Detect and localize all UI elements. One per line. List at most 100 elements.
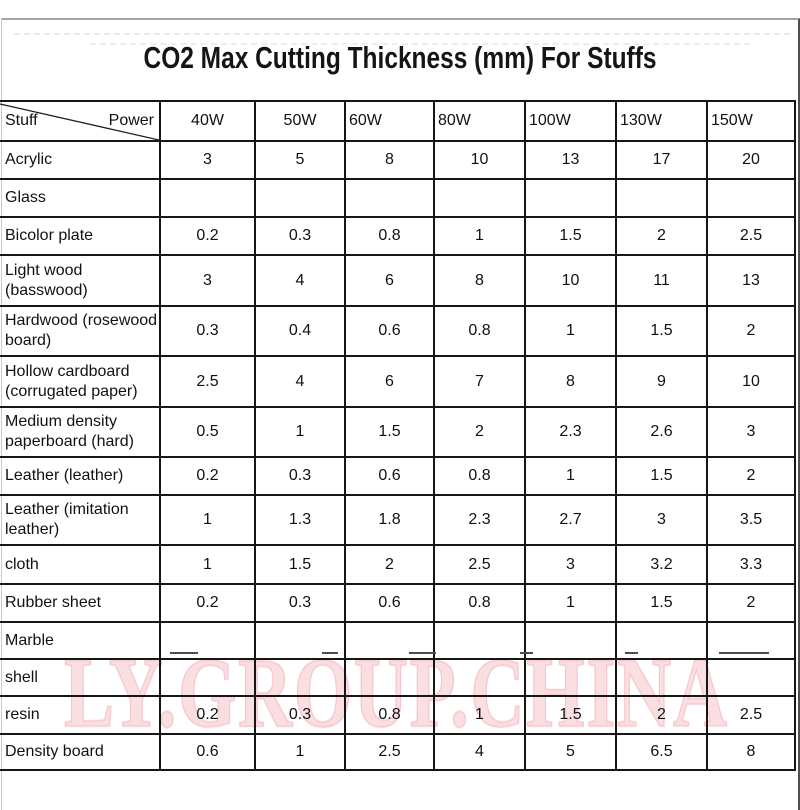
value-cell: 8 (526, 357, 617, 408)
scan-mark (719, 652, 769, 654)
value-cell: 1.5 (346, 408, 435, 458)
value-cell: 5 (526, 735, 617, 771)
value-cell: 2.5 (435, 546, 526, 585)
value-cell: 8 (708, 735, 796, 771)
value-cell: 3 (161, 256, 256, 307)
value-cell: 0.6 (346, 585, 435, 623)
value-cell: 3.5 (708, 496, 796, 546)
row-label: Light wood (basswood) (0, 256, 161, 307)
value-cell: 2 (708, 458, 796, 496)
value-cell: 3 (708, 408, 796, 458)
value-cell: 2 (617, 697, 708, 735)
row-label: Leather (leather) (0, 458, 161, 496)
value-cell: 0.5 (161, 408, 256, 458)
value-cell (161, 180, 256, 218)
value-cell (526, 660, 617, 697)
value-cell: 2 (346, 546, 435, 585)
scan-mark (409, 652, 436, 654)
value-cell: 1 (526, 458, 617, 496)
value-cell: 8 (346, 142, 435, 180)
scan-artifact-dashed-line-2 (90, 43, 750, 45)
row-label: resin (0, 697, 161, 735)
row-label: Marble (0, 623, 161, 660)
value-cell: 11 (617, 256, 708, 307)
value-cell: 0.6 (346, 458, 435, 496)
value-cell: 3 (617, 496, 708, 546)
value-cell: 2.5 (346, 735, 435, 771)
value-cell (256, 180, 346, 218)
value-cell: 0.8 (346, 218, 435, 256)
value-cell: 2.3 (526, 408, 617, 458)
corner-label-stuff: Stuff (5, 112, 38, 129)
value-cell (346, 180, 435, 218)
thickness-table: Stuff Power 40W 50W 60W 80W 100W 130W 150W Acry… (0, 100, 796, 771)
value-cell: 4 (256, 357, 346, 408)
value-cell: 1 (256, 735, 346, 771)
value-cell: 9 (617, 357, 708, 408)
value-cell (346, 660, 435, 697)
value-cell (708, 180, 796, 218)
value-cell (617, 623, 708, 660)
row-label: cloth (0, 546, 161, 585)
corner-label-power: Power (108, 112, 154, 129)
row-label: Density board (0, 735, 161, 771)
value-cell: 4 (435, 735, 526, 771)
value-cell: 0.8 (435, 307, 526, 357)
value-cell: 3 (526, 546, 617, 585)
value-cell: 10 (708, 357, 796, 408)
value-cell (708, 623, 796, 660)
value-cell (161, 660, 256, 697)
value-cell: 1 (435, 697, 526, 735)
value-cell: 6 (346, 357, 435, 408)
value-cell (526, 623, 617, 660)
value-cell: 0.3 (256, 585, 346, 623)
value-cell: 1.5 (526, 697, 617, 735)
row-label: Hardwood (rosewood board) (0, 307, 161, 357)
column-header-130w: 130W (617, 102, 708, 142)
value-cell: 0.3 (256, 218, 346, 256)
value-cell (435, 623, 526, 660)
column-header-80w: 80W (435, 102, 526, 142)
value-cell (346, 623, 435, 660)
scan-mark (170, 652, 198, 654)
row-label: Medium density paperboard (hard) (0, 408, 161, 458)
value-cell: 17 (617, 142, 708, 180)
value-cell: 2 (617, 218, 708, 256)
value-cell (435, 180, 526, 218)
value-cell (617, 180, 708, 218)
value-cell: 0.2 (161, 697, 256, 735)
value-cell: 0.8 (435, 458, 526, 496)
value-cell: 1.5 (617, 585, 708, 623)
value-cell: 1.5 (526, 218, 617, 256)
value-cell: 0.3 (161, 307, 256, 357)
corner-header-cell: Stuff Power (0, 102, 161, 142)
value-cell: 2 (435, 408, 526, 458)
value-cell: 1 (161, 496, 256, 546)
value-cell (435, 660, 526, 697)
value-cell: 2.3 (435, 496, 526, 546)
scan-mark (520, 652, 533, 654)
column-header-60w: 60W (346, 102, 435, 142)
value-cell: 2 (708, 307, 796, 357)
value-cell: 4 (256, 256, 346, 307)
value-cell: 5 (256, 142, 346, 180)
value-cell: 0.3 (256, 697, 346, 735)
row-label: Acrylic (0, 142, 161, 180)
value-cell: 3.3 (708, 546, 796, 585)
value-cell: 0.6 (346, 307, 435, 357)
value-cell: 0.4 (256, 307, 346, 357)
row-label: Glass (0, 180, 161, 218)
value-cell (256, 660, 346, 697)
value-cell: 7 (435, 357, 526, 408)
column-header-150w: 150W (708, 102, 796, 142)
value-cell: 2.5 (708, 218, 796, 256)
column-header-40w: 40W (161, 102, 256, 142)
column-header-100w: 100W (526, 102, 617, 142)
page-title: CO2 Max Cutting Thickness (mm) For Stuff… (143, 40, 657, 75)
value-cell: 1 (526, 585, 617, 623)
value-cell: 2.5 (708, 697, 796, 735)
value-cell: 1 (161, 546, 256, 585)
value-cell: 2 (708, 585, 796, 623)
row-label: Rubber sheet (0, 585, 161, 623)
row-label: Bicolor plate (0, 218, 161, 256)
